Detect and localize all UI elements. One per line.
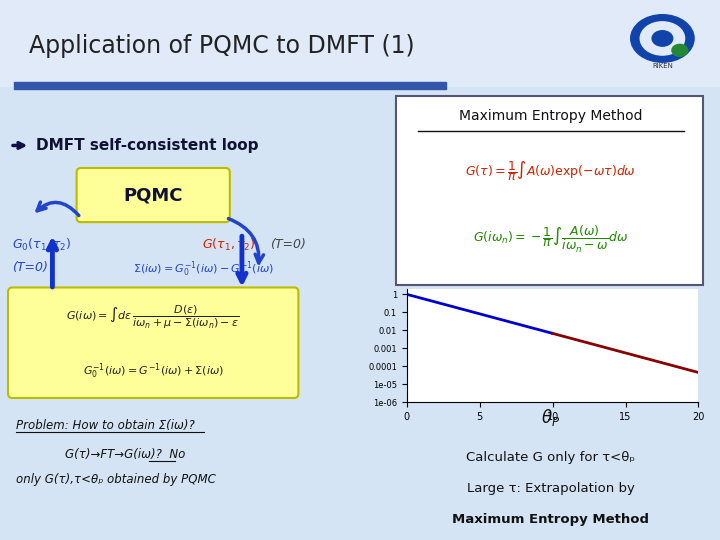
Text: Problem: How to obtain Σ(iω)?: Problem: How to obtain Σ(iω)?	[16, 418, 195, 431]
Bar	[0, 0, 720, 86]
Text: Application of PQMC to DMFT (1): Application of PQMC to DMFT (1)	[29, 34, 415, 58]
Text: $G(i\omega)=\int d\varepsilon\,\dfrac{D(\varepsilon)}{i\omega_n+\mu-\Sigma(i\ome: $G(i\omega)=\int d\varepsilon\,\dfrac{D(…	[66, 303, 240, 330]
Text: $\Sigma(i\omega)=G_0^{-1}(i\omega)-G^{-1}(i\omega)$: $\Sigma(i\omega)=G_0^{-1}(i\omega)-G^{-1…	[133, 260, 274, 279]
Text: RIKEN: RIKEN	[652, 63, 672, 69]
FancyBboxPatch shape	[395, 96, 703, 285]
Circle shape	[631, 15, 694, 62]
Text: G(τ)→FT→G(iω)?  No: G(τ)→FT→G(iω)? No	[65, 448, 185, 461]
Text: only G(τ),τ<θₚ obtained by PQMC: only G(τ),τ<θₚ obtained by PQMC	[16, 472, 216, 485]
Text: Maximum Entropy Method: Maximum Entropy Method	[459, 110, 642, 124]
Text: $G(i\omega_n)=-\dfrac{1}{\pi}\int\dfrac{A(\omega)}{i\omega_n-\omega}d\omega$: $G(i\omega_n)=-\dfrac{1}{\pi}\int\dfrac{…	[473, 224, 629, 255]
Circle shape	[640, 22, 685, 55]
Text: Calculate G only for τ<θₚ: Calculate G only for τ<θₚ	[467, 451, 635, 464]
Circle shape	[652, 31, 672, 46]
Text: PQMC: PQMC	[123, 186, 183, 204]
Text: Maximum Entropy Method: Maximum Entropy Method	[452, 512, 649, 526]
Text: $G(\tau)=\dfrac{1}{\pi}\int A(\omega)\exp(-\omega\tau)d\omega$: $G(\tau)=\dfrac{1}{\pi}\int A(\omega)\ex…	[465, 159, 636, 183]
Text: $G(\tau_1,\tau_2)$: $G(\tau_1,\tau_2)$	[202, 237, 256, 253]
Text: DMFT self-consistent loop: DMFT self-consistent loop	[36, 138, 258, 153]
Bar	[14, 82, 446, 89]
FancyBboxPatch shape	[76, 168, 230, 222]
Text: (T=0): (T=0)	[270, 238, 306, 251]
FancyBboxPatch shape	[8, 287, 298, 398]
Text: $G_0(\tau_1,\tau_2)$: $G_0(\tau_1,\tau_2)$	[12, 237, 72, 253]
Circle shape	[672, 44, 688, 56]
Text: (T=0): (T=0)	[12, 261, 48, 274]
FancyArrowPatch shape	[228, 219, 264, 263]
FancyArrowPatch shape	[37, 202, 78, 215]
Text: Large τ: Extrapolation by: Large τ: Extrapolation by	[467, 482, 635, 495]
Text: $\theta_P$: $\theta_P$	[541, 407, 560, 428]
Text: $G_0^{-1}(i\omega)=G^{-1}(i\omega)+\Sigma(i\omega)$: $G_0^{-1}(i\omega)=G^{-1}(i\omega)+\Sigm…	[83, 361, 224, 381]
